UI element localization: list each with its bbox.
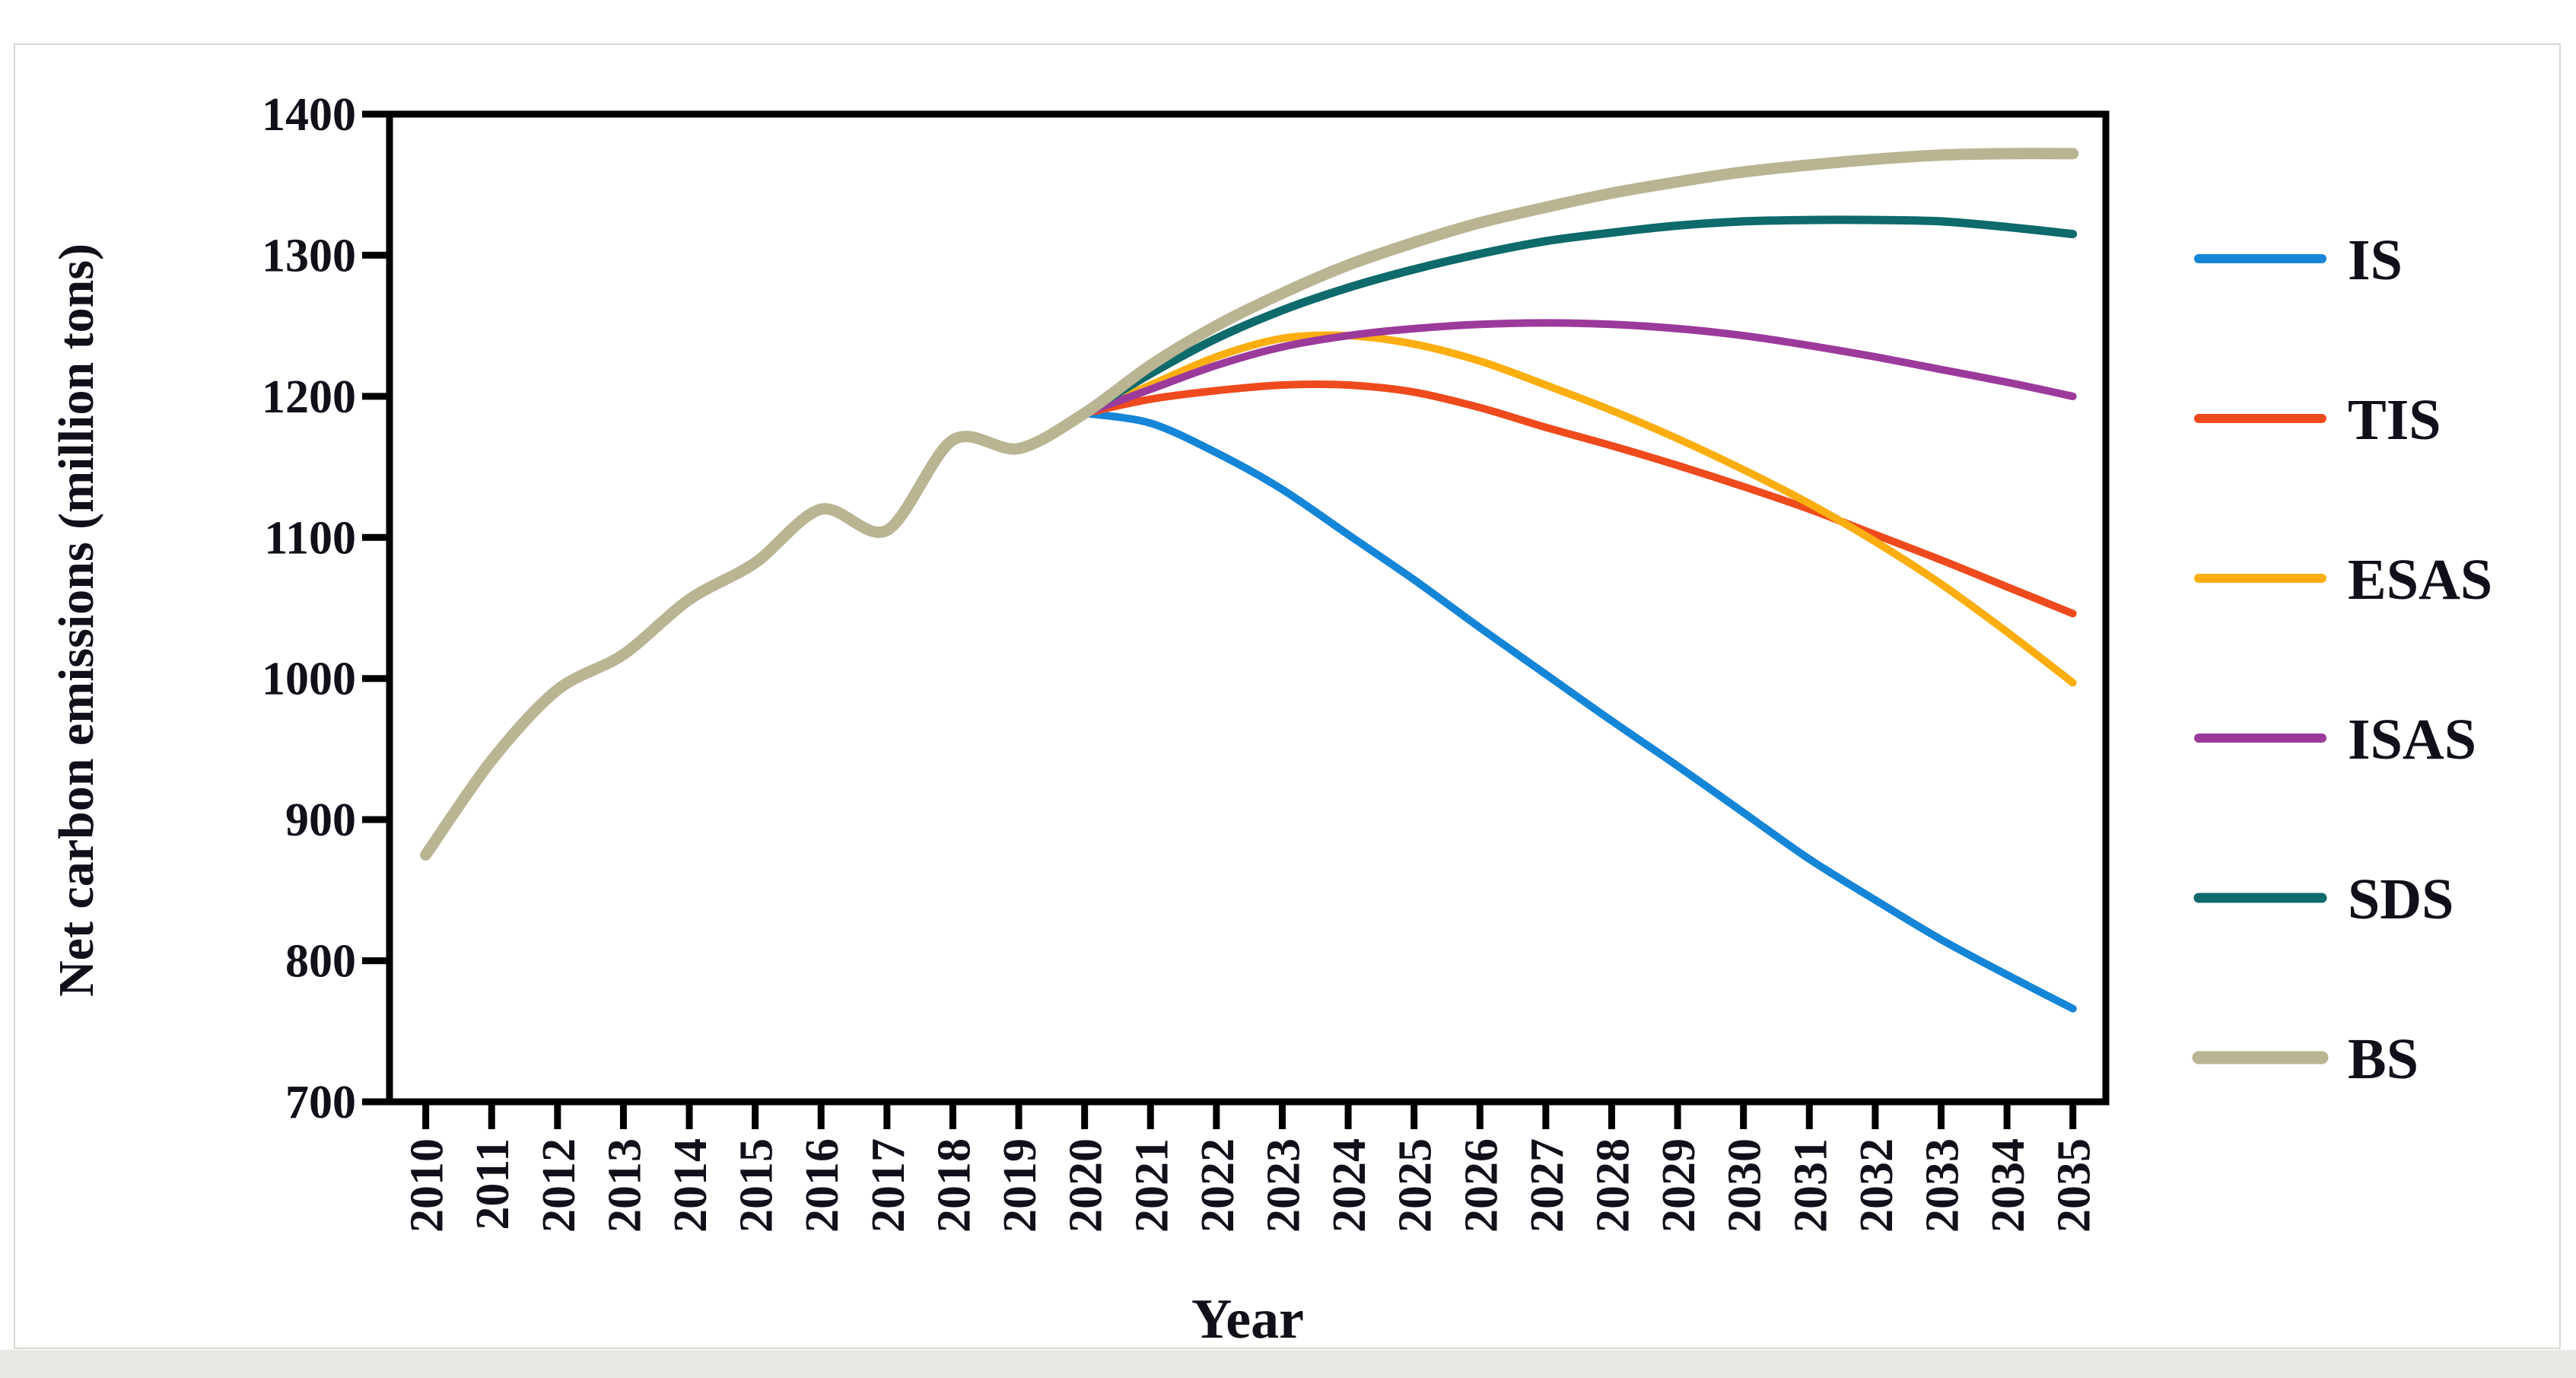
legend-item-SDS: SDS bbox=[2193, 867, 2454, 931]
series-line-ESAS bbox=[1080, 331, 2077, 687]
x-tick-label: 2012 bbox=[533, 1138, 585, 1233]
legend-label-TIS: TIS bbox=[2348, 388, 2441, 452]
x-tick-label: 2016 bbox=[797, 1138, 848, 1233]
legend-item-IS: IS bbox=[2194, 228, 2403, 292]
y-tick-label: 800 bbox=[285, 936, 356, 988]
legend-label-SDS: SDS bbox=[2348, 867, 2454, 931]
series-line-IS bbox=[1080, 409, 2077, 1013]
y-tick-label: 1300 bbox=[262, 230, 356, 282]
x-tick-label: 2027 bbox=[1522, 1138, 1573, 1233]
legend-label-BS: BS bbox=[2348, 1027, 2419, 1091]
series-line-BS bbox=[420, 148, 2079, 861]
legend-label-ISAS: ISAS bbox=[2348, 708, 2476, 772]
y-tick-label: 900 bbox=[285, 794, 356, 846]
legend-item-ISAS: ISAS bbox=[2194, 708, 2476, 772]
y-tick-label: 1000 bbox=[262, 654, 356, 705]
x-tick-label: 2011 bbox=[467, 1138, 519, 1230]
legend-item-BS: BS bbox=[2192, 1027, 2419, 1091]
x-tick-label: 2018 bbox=[928, 1138, 980, 1233]
x-tick-label: 2022 bbox=[1192, 1138, 1244, 1233]
series-line-ISAS bbox=[1080, 319, 2077, 418]
x-tick-label: 2010 bbox=[402, 1138, 453, 1233]
legend-item-TIS: TIS bbox=[2194, 388, 2441, 452]
legend-item-ESAS: ESAS bbox=[2194, 548, 2492, 612]
x-tick-label: 2025 bbox=[1390, 1138, 1442, 1233]
x-tick-label: 2030 bbox=[1719, 1138, 1771, 1233]
y-tick-label: 700 bbox=[285, 1077, 356, 1128]
x-tick-label: 2035 bbox=[2049, 1138, 2101, 1233]
series-line-SDS bbox=[1080, 215, 2078, 418]
x-tick-label: 2032 bbox=[1851, 1138, 1903, 1233]
x-tick-label: 2014 bbox=[665, 1138, 717, 1233]
x-tick-label: 2017 bbox=[863, 1138, 914, 1233]
x-axis-title: Year bbox=[1191, 1288, 1304, 1351]
x-tick-label: 2028 bbox=[1587, 1138, 1639, 1233]
x-tick-label: 2034 bbox=[1983, 1138, 2034, 1233]
y-tick-label: 1100 bbox=[264, 512, 356, 564]
legend-label-IS: IS bbox=[2348, 228, 2403, 292]
x-tick-label: 2020 bbox=[1061, 1138, 1112, 1233]
y-tick-label: 1400 bbox=[262, 89, 356, 141]
x-tick-label: 2026 bbox=[1455, 1138, 1507, 1233]
x-tick-label: 2033 bbox=[1916, 1138, 1968, 1233]
x-tick-label: 2029 bbox=[1653, 1138, 1705, 1233]
figure-card bbox=[14, 43, 2561, 1349]
series-line-TIS bbox=[1080, 380, 2077, 618]
y-axis-title: Net carbon emissions (million tons) bbox=[49, 243, 104, 997]
x-tick-label: 2023 bbox=[1258, 1138, 1309, 1233]
x-tick-label: 2021 bbox=[1126, 1138, 1178, 1233]
page-bottom-strip bbox=[0, 1350, 2576, 1378]
y-tick-label: 1200 bbox=[262, 371, 356, 423]
plot-frame bbox=[386, 110, 2110, 1106]
x-tick-label: 2024 bbox=[1324, 1138, 1375, 1233]
x-tick-label: 2019 bbox=[994, 1138, 1046, 1233]
x-tick-label: 2031 bbox=[1785, 1138, 1837, 1233]
x-tick-label: 2015 bbox=[731, 1138, 783, 1233]
legend-label-ESAS: ESAS bbox=[2348, 548, 2492, 612]
x-tick-label: 2013 bbox=[599, 1138, 650, 1233]
